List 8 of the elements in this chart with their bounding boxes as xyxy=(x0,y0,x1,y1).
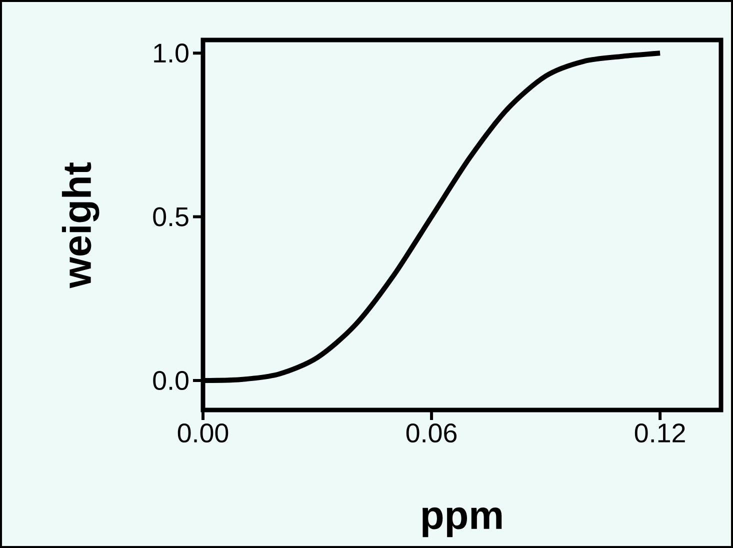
x-tick-label: 0.00 xyxy=(178,424,228,443)
y-tick-label: 1.0 xyxy=(154,44,188,63)
x-tick-label: 0.12 xyxy=(634,424,685,443)
y-tick-label: 0.0 xyxy=(153,370,188,390)
y-tick-label: 0.5 xyxy=(153,207,188,226)
x-axis-title: ppm xyxy=(422,507,502,538)
y-axis-title: weight xyxy=(62,162,100,288)
x-tick-label: 0.06 xyxy=(406,424,457,443)
